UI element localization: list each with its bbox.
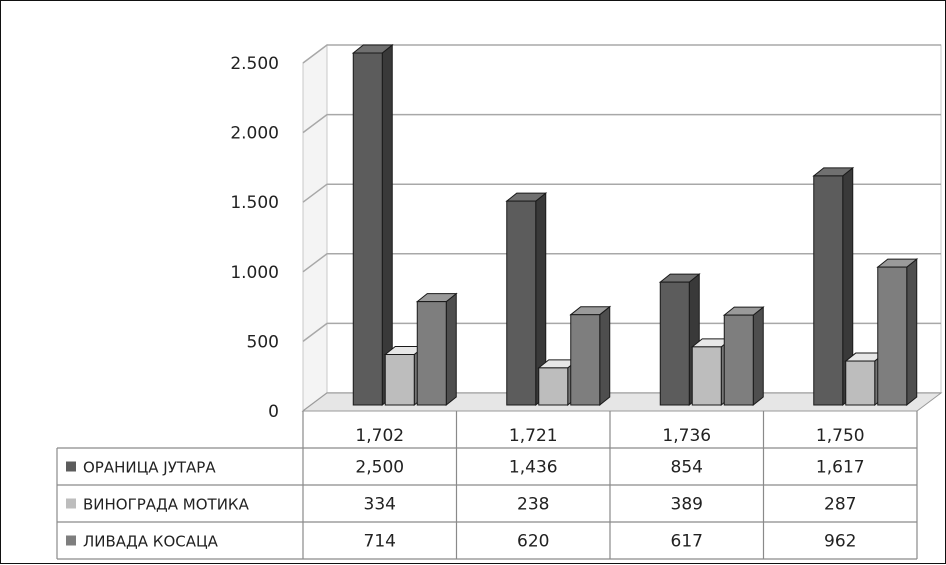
legend-label: ЛИВАДА КОСАЦА — [83, 533, 219, 551]
y-tick-label: 2.000 — [230, 124, 279, 144]
legend-key — [66, 535, 76, 546]
data-table-cell: 287 — [824, 495, 856, 515]
legend-label: ОРАНИЦА ЈУТАРА — [83, 459, 216, 477]
data-table-cell: 2,500 — [355, 458, 404, 478]
bar — [691, 346, 722, 406]
x-category-label: 1,750 — [816, 426, 865, 446]
bar — [813, 175, 844, 406]
floor — [301, 392, 943, 412]
data-table-cell: 620 — [517, 532, 549, 552]
y-tick-label: 500 — [247, 332, 279, 352]
bar-side — [752, 306, 764, 407]
gridline — [302, 44, 941, 64]
data-table-cell: 854 — [671, 458, 703, 478]
data-table-cell: 1,617 — [816, 458, 865, 478]
x-category-label: 1,736 — [662, 426, 711, 446]
bar-side — [906, 258, 918, 407]
bar — [506, 200, 537, 406]
y-tick-label: 1.000 — [230, 263, 279, 283]
y-tick-label: 2.500 — [230, 54, 279, 74]
side-wall — [302, 44, 328, 412]
gridline — [302, 253, 941, 273]
bar — [416, 301, 447, 406]
x-category-label: 1,721 — [509, 426, 558, 446]
bar — [877, 266, 908, 406]
data-table-cell: 962 — [824, 532, 856, 552]
gridline — [302, 113, 941, 134]
bar — [538, 367, 569, 406]
data-table-cell: 714 — [364, 532, 396, 552]
legend-label: ВИНОГРАДА МОТИКА — [83, 496, 250, 514]
legend-key — [66, 498, 76, 509]
gridline — [302, 183, 941, 203]
bar — [659, 281, 690, 406]
bar — [723, 314, 754, 406]
bar — [352, 52, 383, 406]
data-table-cell: 238 — [517, 495, 549, 515]
bar-side — [445, 292, 457, 407]
x-category-label: 1,702 — [355, 426, 404, 446]
data-table-cell: 617 — [671, 532, 703, 552]
bar — [570, 314, 601, 406]
data-table-cell: 334 — [364, 495, 396, 515]
bar-side — [599, 305, 611, 407]
y-tick-label: 0 — [268, 402, 279, 422]
data-table-cell: 389 — [671, 495, 703, 515]
data-table-cell: 1,436 — [509, 458, 558, 478]
y-tick-label: 1.500 — [230, 193, 279, 213]
bar — [384, 354, 415, 406]
legend-key — [66, 461, 76, 472]
bar — [845, 360, 876, 406]
